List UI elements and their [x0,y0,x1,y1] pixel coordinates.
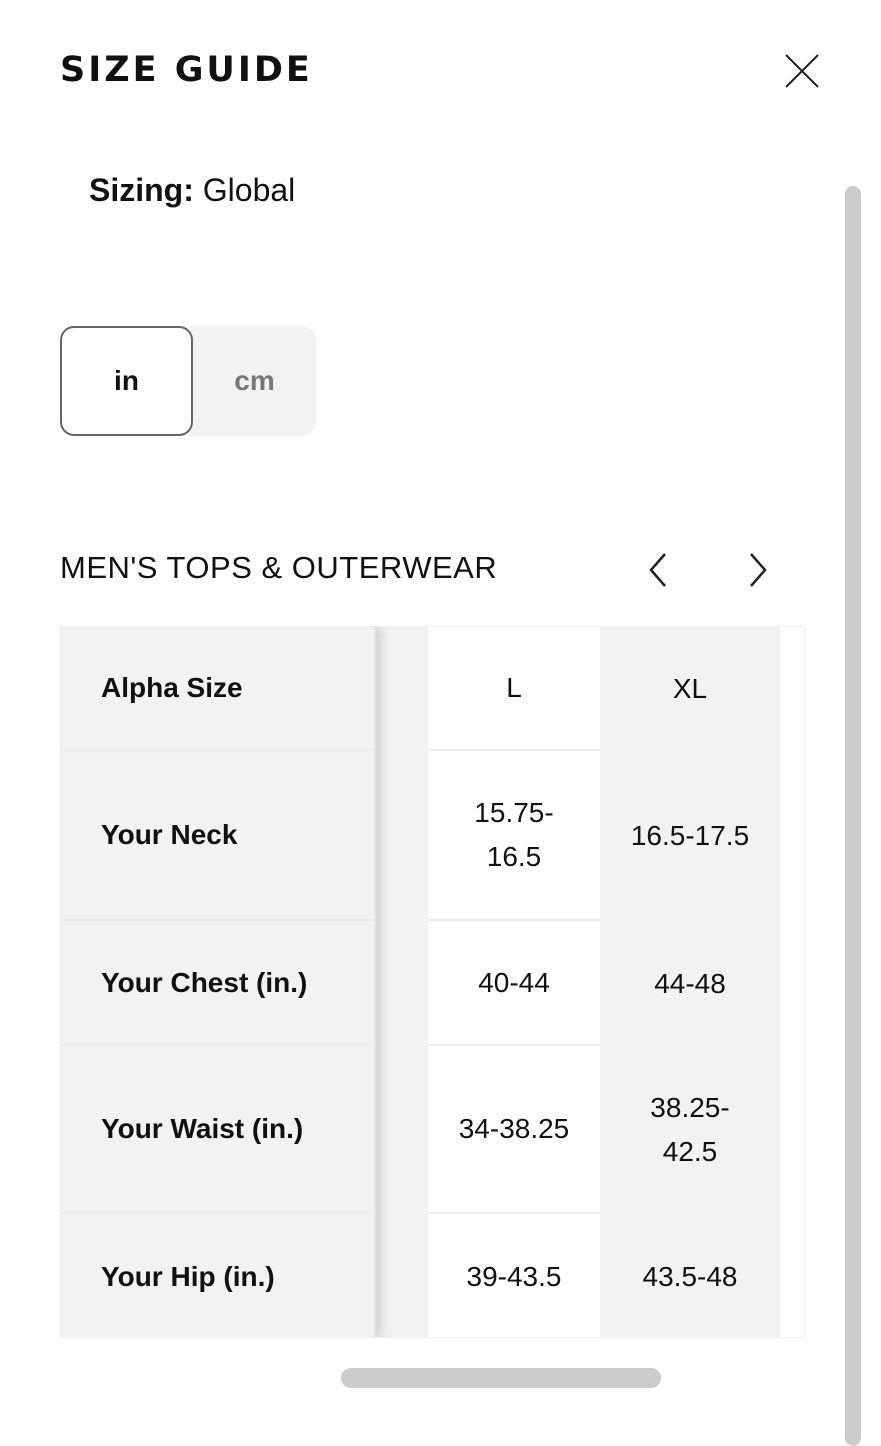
sizing-key: Sizing: [89,172,194,208]
sizing-value[interactable]: Global [202,172,296,208]
table-cell: 38.25-42.5 [650,1092,730,1167]
size-column-xl: XL 16.5-17.5 44-48 38.25-42.5 43.5-48 [600,627,780,1337]
section-title: MEN'S TOPS & OUTERWEAR [60,550,498,585]
table-cell: 39-43.5 [466,1260,562,1292]
table-cell: 34-38.25 [428,1046,600,1214]
table-cell: 40-44 [428,921,600,1046]
table-cell: XL [672,673,708,704]
unit-cm-button[interactable]: cm [234,365,275,396]
table-cell: 16.5-17.5 [630,820,750,851]
row-header-hip: Your Hip (in.) [101,1260,275,1292]
row-header-alpha-size: Alpha Size [61,627,374,751]
sizing-label: Sizing: Global [89,172,295,209]
table-cell: L [428,627,600,751]
size-table[interactable]: Alpha Size Your Neck Your Chest (in.) Yo… [60,626,805,1338]
chevron-left-icon[interactable] [643,548,673,592]
size-column-l: L 15.75-16.5 40-44 34-38.25 39-43.5 [428,627,600,1337]
page-title: SIZE GUIDE [60,50,313,90]
partial-column [376,627,428,1337]
chevron-right-icon[interactable] [743,548,773,592]
table-cell: 44-48 [654,967,726,999]
close-icon[interactable] [784,53,820,89]
row-header-waist: Your Waist (in.) [61,1046,374,1214]
horizontal-scrollbar[interactable] [341,1368,661,1388]
row-header-column: Alpha Size Your Neck Your Chest (in.) Yo… [61,627,376,1337]
unit-in-button[interactable]: in [60,326,193,436]
row-header-neck: Your Neck [61,751,374,921]
table-cell: 15.75-16.5 [428,751,600,921]
row-header-chest: Your Chest (in.) [61,921,374,1046]
table-cell: 43.5-48 [642,1260,738,1292]
unit-toggle: in cm [60,326,316,436]
vertical-scrollbar[interactable] [845,186,861,1446]
